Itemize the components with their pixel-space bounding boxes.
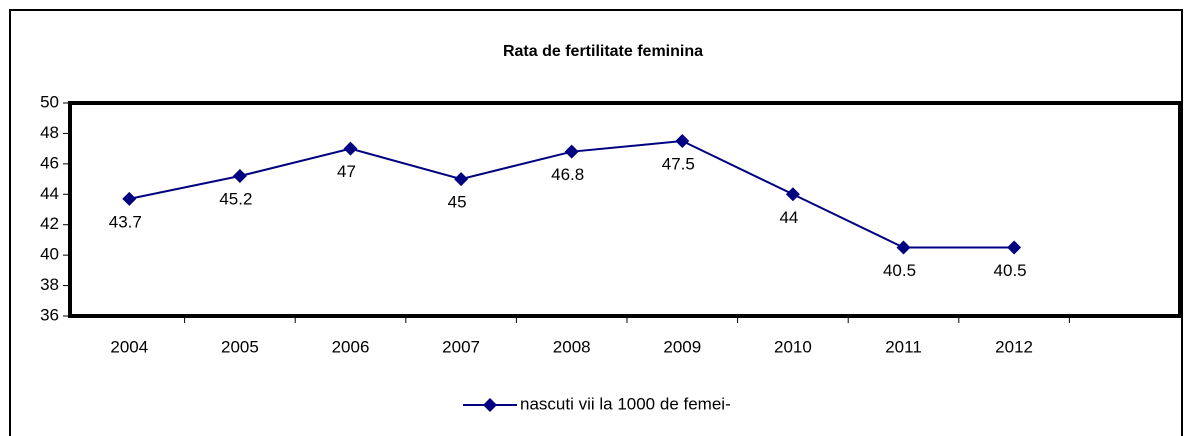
y-tick-label: 40 [40, 245, 59, 264]
y-tick-label: 50 [40, 92, 59, 111]
x-tick-label: 2007 [442, 337, 480, 356]
y-tick-label: 44 [40, 184, 59, 203]
x-tick-label: 2004 [110, 337, 148, 356]
point [675, 134, 690, 149]
x-tick-label: 2012 [995, 337, 1033, 356]
data-label: 40.5 [994, 261, 1027, 280]
y-tick-label: 36 [40, 305, 59, 324]
x-tick-label: 2010 [774, 337, 812, 356]
data-label: 44 [779, 208, 798, 227]
point [564, 144, 579, 159]
x-tick-label: 2005 [221, 337, 259, 356]
data-label: 46.8 [551, 165, 584, 184]
x-tick-label: 2009 [663, 337, 701, 356]
point [785, 187, 800, 202]
data-label: 45 [448, 193, 467, 212]
y-tick-label: 48 [40, 123, 59, 142]
data-label: 47 [337, 162, 356, 181]
data-label: 47.5 [662, 155, 695, 174]
data-label: 43.7 [109, 212, 142, 231]
point [343, 141, 358, 156]
point [454, 172, 469, 187]
plot-area [68, 101, 1182, 318]
point [1007, 240, 1022, 255]
y-tick-label: 38 [40, 275, 59, 294]
legend-label: nascuti vii la 1000 de femei- [520, 394, 731, 413]
point [122, 191, 137, 206]
chart-title: Rata de fertilitate feminina [503, 43, 703, 60]
x-tick-label: 2006 [332, 337, 370, 356]
chart-frame [9, 9, 1183, 436]
legend-marker [483, 398, 497, 412]
point [896, 240, 911, 255]
x-tick-label: 2011 [885, 337, 922, 356]
data-label: 40.5 [883, 261, 916, 280]
x-tick-label: 2008 [553, 337, 591, 356]
data-label: 45.2 [219, 190, 252, 209]
y-tick-label: 46 [40, 153, 59, 172]
point [232, 169, 247, 184]
y-tick-label: 42 [40, 214, 59, 233]
